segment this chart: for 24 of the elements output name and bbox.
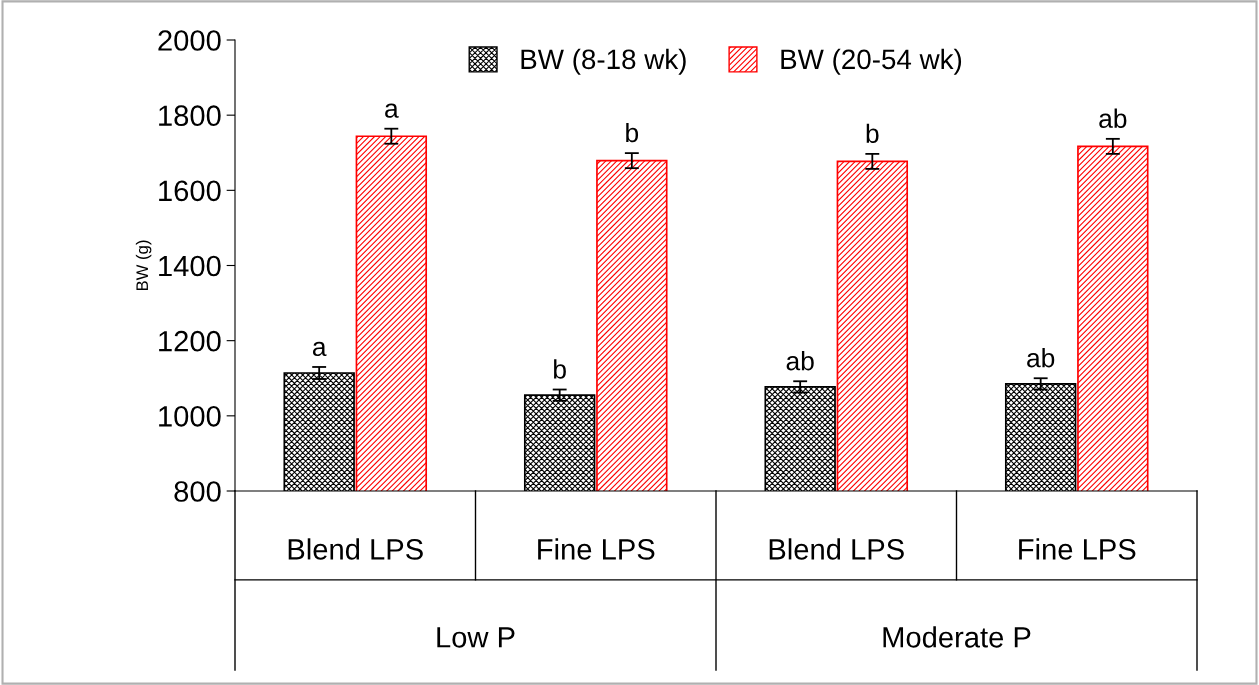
y-tick-label: 1400 xyxy=(159,255,221,277)
y-tick-label: 1200 xyxy=(159,330,221,352)
y-tick-label: 1000 xyxy=(159,406,221,427)
y-tick-label: 1600 xyxy=(159,180,221,202)
legend-label: BW (20-54 wk) xyxy=(781,48,962,75)
data-label: b xyxy=(554,359,566,379)
data-label: b xyxy=(866,123,879,144)
legend-label: BW (8-18 wk) xyxy=(521,48,686,75)
text: Moderate P xyxy=(883,626,1031,648)
x-tick-label: Blend LPS xyxy=(769,538,904,560)
y-axis-title: BW (g) xyxy=(135,240,152,291)
y-tick-label: 800 xyxy=(174,481,221,502)
x-tick-label: Fine LPS xyxy=(1019,538,1136,560)
text: Low P xyxy=(437,627,515,648)
x-tick-label: Blend LPS xyxy=(288,538,423,560)
data-label: ab xyxy=(1027,348,1055,368)
y-tick-label: 1800 xyxy=(159,105,221,127)
y-tick-label: 2000 xyxy=(158,30,221,51)
data-label: b xyxy=(626,122,639,143)
data-label: a xyxy=(385,103,399,118)
data-label: ab xyxy=(786,351,814,371)
data-label: a xyxy=(312,341,327,357)
x-tick-label: Fine LPS xyxy=(538,538,655,560)
data-label: ab xyxy=(1099,108,1127,128)
